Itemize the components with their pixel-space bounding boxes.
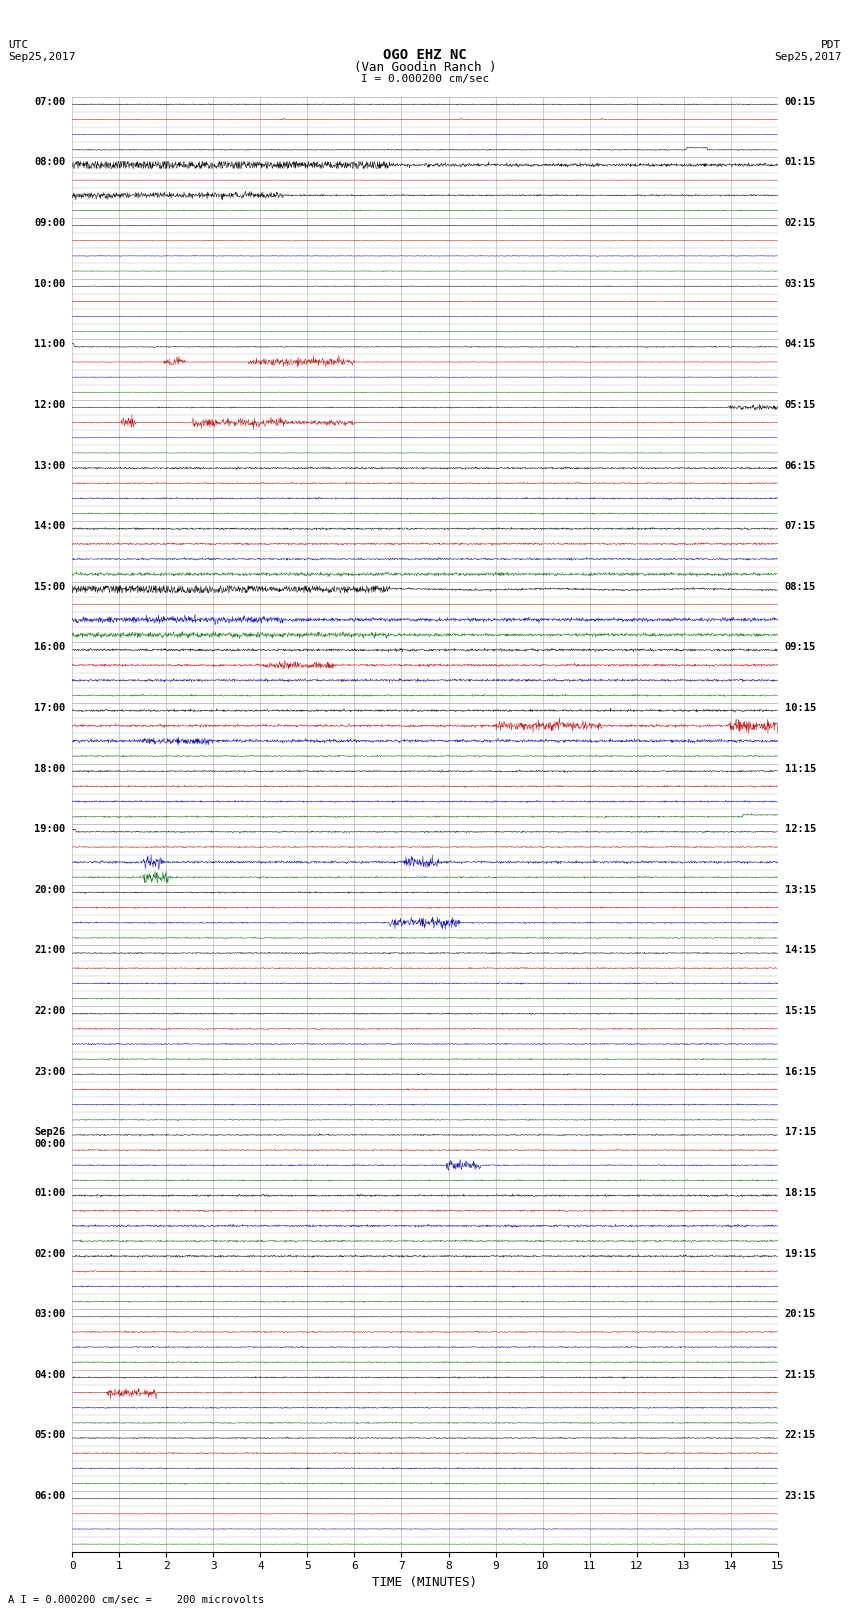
Text: 18:15: 18:15 <box>785 1187 816 1198</box>
Text: 17:00: 17:00 <box>34 703 65 713</box>
Text: 21:15: 21:15 <box>785 1369 816 1379</box>
Text: 13:15: 13:15 <box>785 886 816 895</box>
X-axis label: TIME (MINUTES): TIME (MINUTES) <box>372 1576 478 1589</box>
Text: 22:00: 22:00 <box>34 1007 65 1016</box>
Text: A I = 0.000200 cm/sec =    200 microvolts: A I = 0.000200 cm/sec = 200 microvolts <box>8 1595 264 1605</box>
Text: 16:15: 16:15 <box>785 1066 816 1077</box>
Text: 15:15: 15:15 <box>785 1007 816 1016</box>
Text: 01:00: 01:00 <box>34 1187 65 1198</box>
Text: 23:00: 23:00 <box>34 1066 65 1077</box>
Text: 06:15: 06:15 <box>785 461 816 471</box>
Text: 15:00: 15:00 <box>34 582 65 592</box>
Text: 03:00: 03:00 <box>34 1310 65 1319</box>
Text: 19:15: 19:15 <box>785 1248 816 1258</box>
Text: 04:15: 04:15 <box>785 339 816 350</box>
Text: 02:15: 02:15 <box>785 218 816 227</box>
Text: Sep26
00:00: Sep26 00:00 <box>34 1127 65 1148</box>
Text: 10:15: 10:15 <box>785 703 816 713</box>
Text: 14:00: 14:00 <box>34 521 65 531</box>
Text: 06:00: 06:00 <box>34 1490 65 1502</box>
Text: 05:00: 05:00 <box>34 1431 65 1440</box>
Text: 22:15: 22:15 <box>785 1431 816 1440</box>
Text: 23:15: 23:15 <box>785 1490 816 1502</box>
Text: (Van Goodin Ranch ): (Van Goodin Ranch ) <box>354 61 496 74</box>
Text: 01:15: 01:15 <box>785 158 816 168</box>
Text: 13:00: 13:00 <box>34 461 65 471</box>
Text: 19:00: 19:00 <box>34 824 65 834</box>
Text: 08:15: 08:15 <box>785 582 816 592</box>
Text: 11:15: 11:15 <box>785 763 816 774</box>
Text: 09:15: 09:15 <box>785 642 816 652</box>
Text: 11:00: 11:00 <box>34 339 65 350</box>
Text: 08:00: 08:00 <box>34 158 65 168</box>
Text: 12:15: 12:15 <box>785 824 816 834</box>
Text: 17:15: 17:15 <box>785 1127 816 1137</box>
Text: PDT
Sep25,2017: PDT Sep25,2017 <box>774 40 842 61</box>
Text: 18:00: 18:00 <box>34 763 65 774</box>
Text: 10:00: 10:00 <box>34 279 65 289</box>
Text: 07:15: 07:15 <box>785 521 816 531</box>
Text: 04:00: 04:00 <box>34 1369 65 1379</box>
Text: 16:00: 16:00 <box>34 642 65 652</box>
Text: UTC
Sep25,2017: UTC Sep25,2017 <box>8 40 76 61</box>
Text: 21:00: 21:00 <box>34 945 65 955</box>
Text: 12:00: 12:00 <box>34 400 65 410</box>
Text: 09:00: 09:00 <box>34 218 65 227</box>
Text: OGO EHZ NC: OGO EHZ NC <box>383 48 467 63</box>
Text: 00:15: 00:15 <box>785 97 816 106</box>
Text: 02:00: 02:00 <box>34 1248 65 1258</box>
Text: 07:00: 07:00 <box>34 97 65 106</box>
Text: 03:15: 03:15 <box>785 279 816 289</box>
Text: I = 0.000200 cm/sec: I = 0.000200 cm/sec <box>361 74 489 84</box>
Text: 20:00: 20:00 <box>34 886 65 895</box>
Text: 14:15: 14:15 <box>785 945 816 955</box>
Text: 05:15: 05:15 <box>785 400 816 410</box>
Text: 20:15: 20:15 <box>785 1310 816 1319</box>
